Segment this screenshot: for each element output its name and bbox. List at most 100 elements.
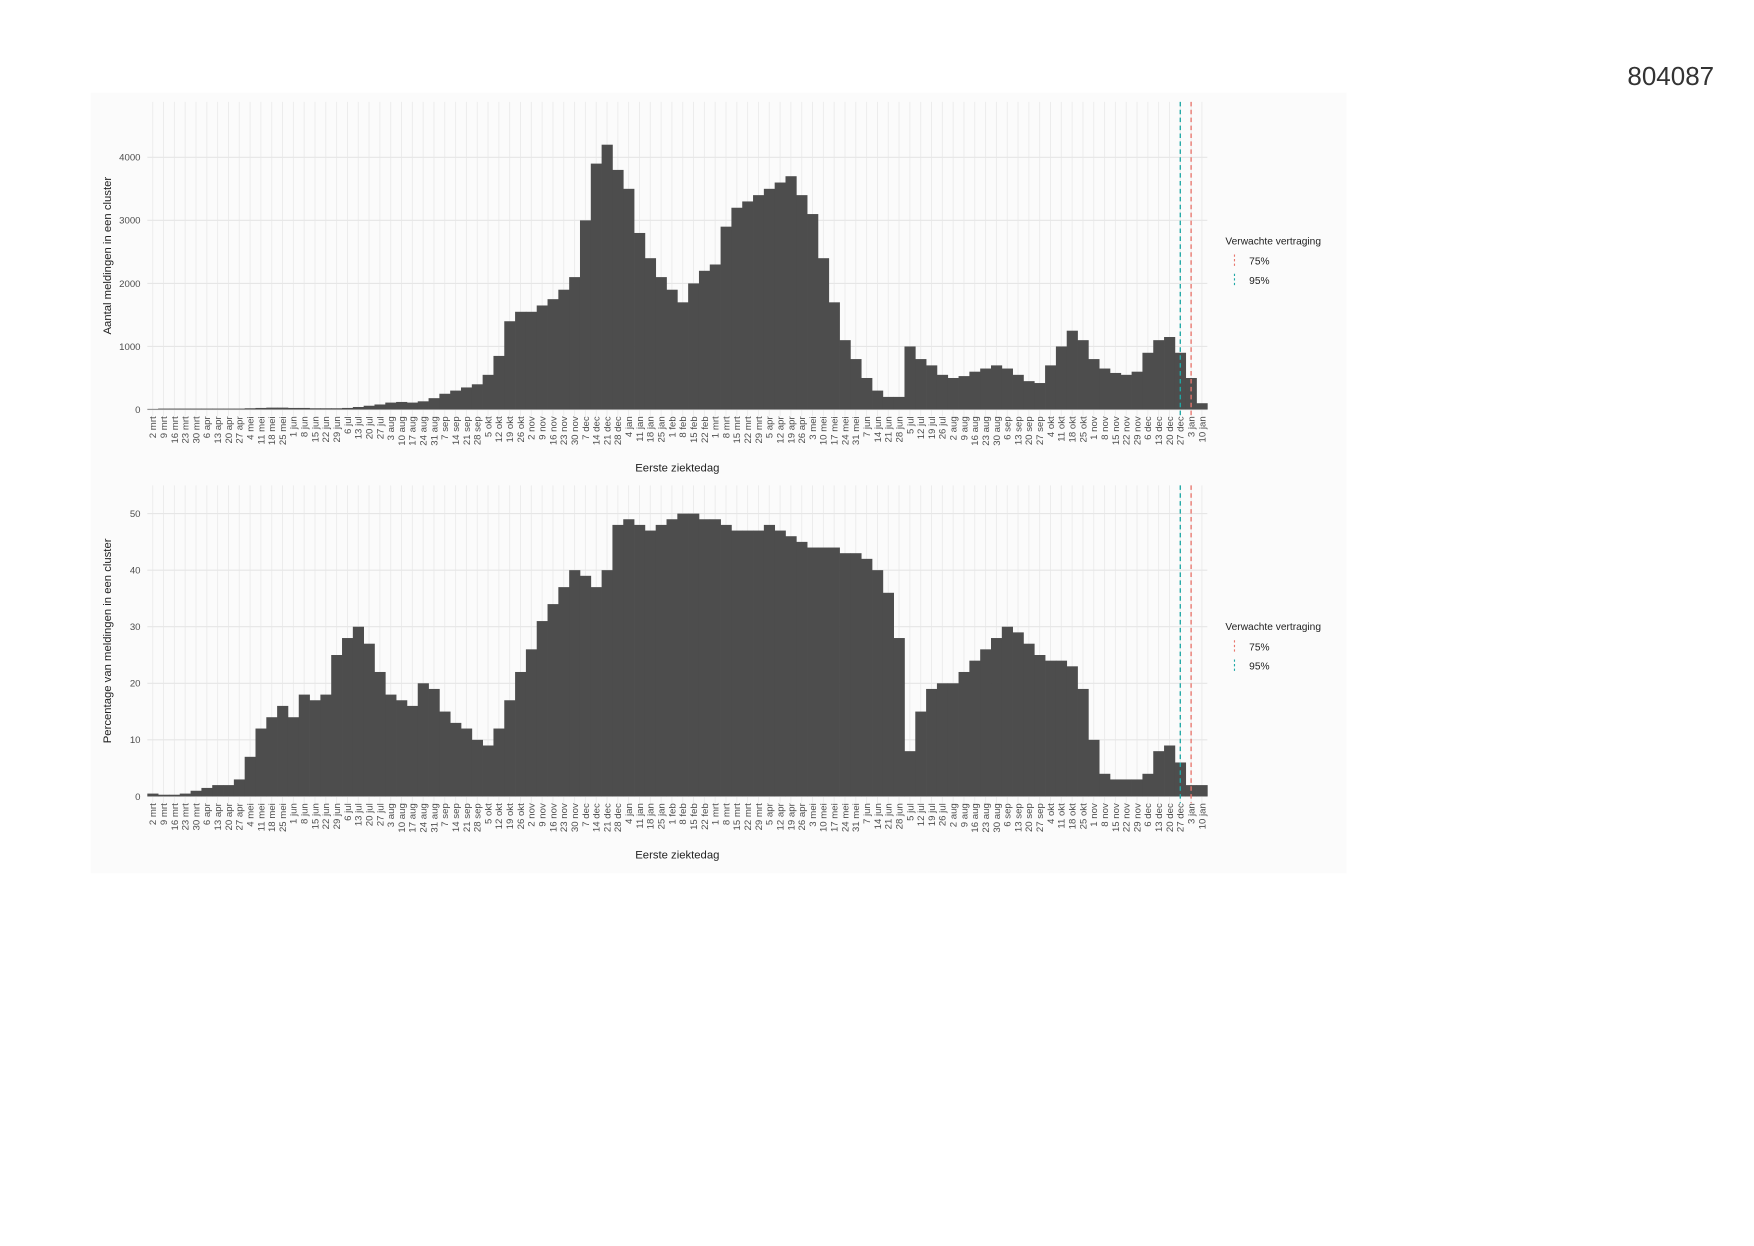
bar — [1066, 330, 1078, 410]
bar — [287, 717, 300, 797]
bar — [1120, 374, 1132, 410]
bar — [731, 530, 743, 797]
x-tick-label: 25 okt — [1078, 803, 1089, 830]
x-tick-label: 17 mei — [830, 803, 841, 832]
x-tick-label: 23 nov — [559, 803, 570, 832]
bar — [1109, 779, 1122, 797]
bar — [158, 794, 170, 797]
x-tick-label: 22 nov — [1122, 803, 1133, 832]
bar — [763, 188, 776, 410]
bar — [698, 270, 711, 410]
bar — [504, 321, 516, 410]
bar — [1196, 403, 1208, 410]
x-tick-label: 16 nov — [548, 416, 559, 445]
x-tick-label: 20 jul — [364, 416, 375, 439]
bar — [396, 401, 408, 410]
y-axis-title: Aantal meldingen in een cluster — [102, 177, 114, 335]
bar — [601, 144, 613, 410]
x-tick-label: 27 dec — [1176, 803, 1187, 832]
x-tick-label: 22 jun — [321, 803, 332, 829]
x-tick-label: 20 dec — [1165, 803, 1176, 832]
x-tick-label: 21 jun — [884, 416, 895, 442]
bar — [233, 408, 246, 410]
bar — [255, 407, 267, 410]
x-tick-label: 7 jun — [862, 803, 873, 824]
x-tick-label: 8 mrt — [721, 416, 732, 438]
x-tick-label: 7 dec — [581, 416, 592, 440]
bar — [320, 694, 332, 797]
x-tick-label: 8 feb — [678, 803, 689, 824]
x-tick-label: 20 apr — [224, 416, 235, 444]
y-tick-label: 20 — [130, 679, 141, 690]
x-tick-label: 1 nov — [1089, 416, 1100, 440]
bar — [1077, 340, 1089, 410]
bar — [785, 536, 797, 797]
x-tick-label: 6 dec — [1143, 803, 1154, 827]
y-tick-label: 4000 — [119, 153, 140, 164]
bar — [655, 524, 667, 797]
x-tick-label: 19 apr — [786, 416, 797, 444]
bar — [547, 604, 559, 797]
bar — [493, 355, 505, 410]
bar — [753, 195, 765, 410]
x-axis-title: Eerste ziektedag — [635, 850, 719, 862]
bar — [439, 711, 451, 797]
bar — [255, 728, 267, 797]
bar — [482, 374, 494, 410]
bar — [688, 513, 700, 797]
x-tick-label: 16 aug — [970, 803, 981, 832]
bar — [839, 340, 851, 410]
bar — [201, 787, 213, 797]
bar — [731, 207, 743, 410]
bar — [893, 638, 905, 797]
bar — [634, 524, 646, 797]
x-tick-label: 15 jun — [310, 416, 321, 442]
bar — [233, 779, 246, 797]
x-tick-label: 11 mei — [256, 416, 267, 444]
bar — [374, 404, 386, 410]
x-tick-label: 2 aug — [949, 803, 960, 827]
bar — [168, 794, 181, 797]
bar — [958, 376, 970, 410]
x-tick-label: 10 jan — [1197, 416, 1208, 442]
bar — [1196, 785, 1208, 797]
x-tick-label: 30 nov — [570, 416, 581, 445]
x-tick-label: 3 jan — [1186, 416, 1197, 437]
bar — [493, 728, 505, 797]
y-tick-label: 3000 — [119, 216, 140, 227]
x-tick-label: 24 aug — [419, 803, 430, 832]
bar — [147, 408, 159, 410]
x-tick-label: 19 apr — [786, 802, 797, 830]
bar — [363, 405, 375, 410]
bar — [352, 626, 364, 797]
x-tick-label: 12 okt — [494, 416, 505, 443]
x-tick-label: 31 aug — [429, 803, 440, 832]
bar — [1120, 779, 1132, 797]
bar — [623, 519, 635, 797]
bar — [536, 621, 548, 797]
x-tick-label: 21 sep — [462, 803, 473, 832]
x-tick-label: 13 jul — [354, 803, 365, 826]
bar — [644, 530, 657, 797]
x-tick-label: 7 sep — [440, 416, 451, 440]
x-tick-label: 15 nov — [1111, 416, 1122, 445]
bar — [450, 722, 462, 797]
x-tick-label: 19 jul — [927, 803, 938, 826]
y-tick-label: 10 — [130, 735, 141, 746]
bar — [774, 182, 786, 410]
bar — [1055, 346, 1068, 410]
x-tick-label: 4 okt — [1046, 803, 1057, 824]
bar — [1088, 739, 1100, 797]
bar — [190, 408, 202, 410]
x-tick-label: 11 jan — [635, 416, 646, 441]
bar — [504, 700, 516, 797]
x-tick-label: 12 jul — [916, 416, 927, 439]
x-tick-label: 17 aug — [408, 416, 419, 445]
bar — [428, 398, 440, 410]
bar — [277, 705, 289, 797]
bar — [915, 359, 927, 410]
x-tick-label: 19 okt — [505, 803, 516, 830]
bar — [1023, 643, 1035, 797]
bar — [709, 264, 721, 410]
